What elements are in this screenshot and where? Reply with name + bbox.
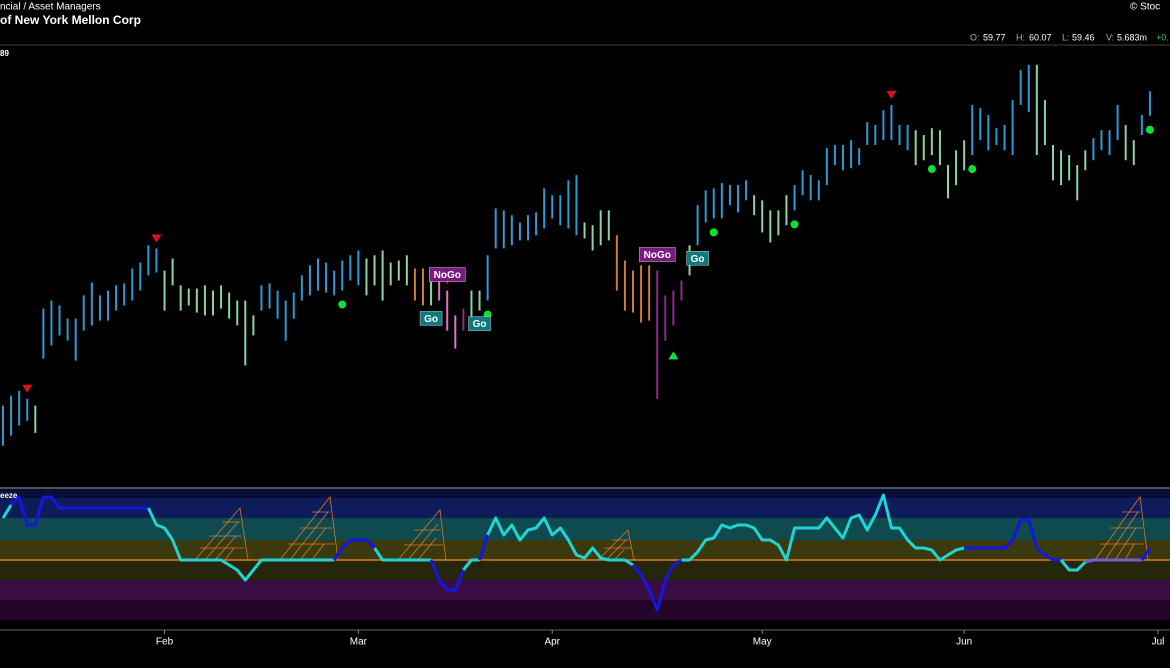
oscillator-line bbox=[1059, 559, 1087, 572]
oscillator-line bbox=[332, 538, 376, 561]
signal-down bbox=[151, 234, 162, 243]
oscillator-line bbox=[147, 507, 335, 582]
quote-value: 59.46 bbox=[1072, 32, 1095, 42]
oscillator-line bbox=[462, 558, 480, 571]
oscillator-line bbox=[1, 504, 13, 519]
quote-label: O: bbox=[970, 32, 980, 42]
oscillator-line bbox=[964, 518, 1062, 562]
signal-dot bbox=[338, 300, 347, 309]
label-box bbox=[428, 267, 466, 282]
quote-value: 59.77 bbox=[983, 32, 1006, 42]
oscillator-line bbox=[486, 516, 634, 567]
label-box bbox=[419, 311, 443, 326]
copyright: © Stoc bbox=[1130, 2, 1160, 13]
oscillator-line bbox=[478, 534, 490, 561]
oscillator-line bbox=[373, 547, 432, 562]
label-box bbox=[686, 251, 709, 266]
oscillator-line bbox=[681, 493, 965, 562]
signal-down bbox=[22, 384, 33, 393]
signal-dot bbox=[709, 228, 718, 237]
sector: ncial / Asset Managers bbox=[0, 2, 101, 13]
oscillator-line bbox=[1140, 547, 1152, 561]
quote-label: H: bbox=[1016, 32, 1025, 42]
quote-value: 5.683m bbox=[1117, 32, 1147, 42]
quote-label: V: bbox=[1106, 32, 1114, 42]
oscillator-title: eeze bbox=[0, 491, 18, 500]
x-tick-label: May bbox=[753, 637, 772, 648]
change: +0. bbox=[1156, 32, 1169, 42]
signal-dot bbox=[790, 220, 799, 229]
signal-label: NoGo bbox=[644, 250, 671, 261]
x-tick-label: Jul bbox=[1152, 637, 1165, 648]
quote-value: 60.07 bbox=[1029, 32, 1052, 42]
signal-up bbox=[668, 351, 679, 360]
price-fragment: 89 bbox=[0, 49, 9, 58]
oscillator-line bbox=[10, 495, 149, 527]
signal-label: Go bbox=[473, 319, 487, 330]
signal-label: NoGo bbox=[434, 270, 461, 281]
squeeze-mesh bbox=[194, 495, 1149, 561]
quote-label: L: bbox=[1062, 32, 1070, 42]
signal-dot bbox=[927, 165, 936, 174]
signal-dot bbox=[1145, 125, 1154, 134]
oscillator-line bbox=[429, 559, 465, 592]
x-tick-label: Apr bbox=[544, 637, 560, 648]
label-box bbox=[468, 316, 491, 331]
company-name: of New York Mellon Corp bbox=[0, 13, 141, 27]
signal-label: Go bbox=[691, 254, 705, 265]
signal-label: Go bbox=[424, 314, 438, 325]
oscillator-line bbox=[631, 558, 683, 612]
signal-down bbox=[886, 90, 897, 99]
label-box bbox=[638, 247, 676, 262]
oscillator-line bbox=[1084, 558, 1142, 564]
x-tick-label: Feb bbox=[156, 637, 174, 648]
x-tick-label: Mar bbox=[350, 637, 368, 648]
oscillator-bands bbox=[0, 489, 1170, 620]
x-tick-label: Jun bbox=[956, 637, 972, 648]
signal-dot bbox=[968, 165, 977, 174]
